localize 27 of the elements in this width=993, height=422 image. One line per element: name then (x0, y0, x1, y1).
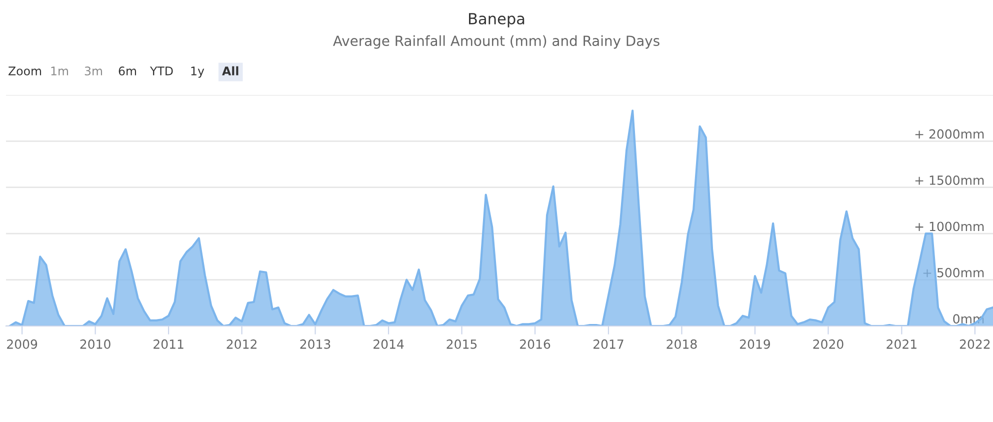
y-tick-label: + 1500mm (915, 175, 984, 185)
x-tick-label: 2022 (960, 339, 990, 349)
text: 6m (118, 66, 136, 76)
x-tick-label: 2013 (300, 339, 330, 349)
x-tick-label: 2017 (593, 339, 624, 349)
x-tick-label: 2014 (374, 339, 404, 349)
x-tick-label: 2016 (520, 339, 550, 349)
x-tick-label: 2011 (154, 339, 184, 349)
chart-subtitle: Average Rainfall Amount (mm) and Rainy Days (333, 35, 660, 49)
x-tick-label: 2015 (446, 339, 477, 349)
x-tick-label: 2009 (7, 339, 38, 349)
text: Zoom (8, 66, 42, 76)
x-tick-label: 2020 (813, 339, 844, 349)
y-tick-label: + 1000mm (915, 222, 984, 232)
chart-title: Banepa (469, 13, 524, 28)
x-tick-label: 2012 (226, 339, 256, 349)
y-tick-label: + 2000mm (915, 129, 984, 139)
text: YTD (150, 66, 173, 76)
x-tick-label: 2019 (740, 339, 770, 349)
text: 1y (191, 66, 204, 78)
x-tick-label: 2021 (886, 339, 916, 349)
y-tick-label: + 500mm (923, 268, 984, 278)
text: 3m (84, 66, 102, 76)
text: All (222, 66, 238, 76)
x-tick-label: 2018 (666, 339, 697, 349)
x-tick-label: 2010 (80, 339, 110, 349)
text: 1m (51, 66, 68, 76)
